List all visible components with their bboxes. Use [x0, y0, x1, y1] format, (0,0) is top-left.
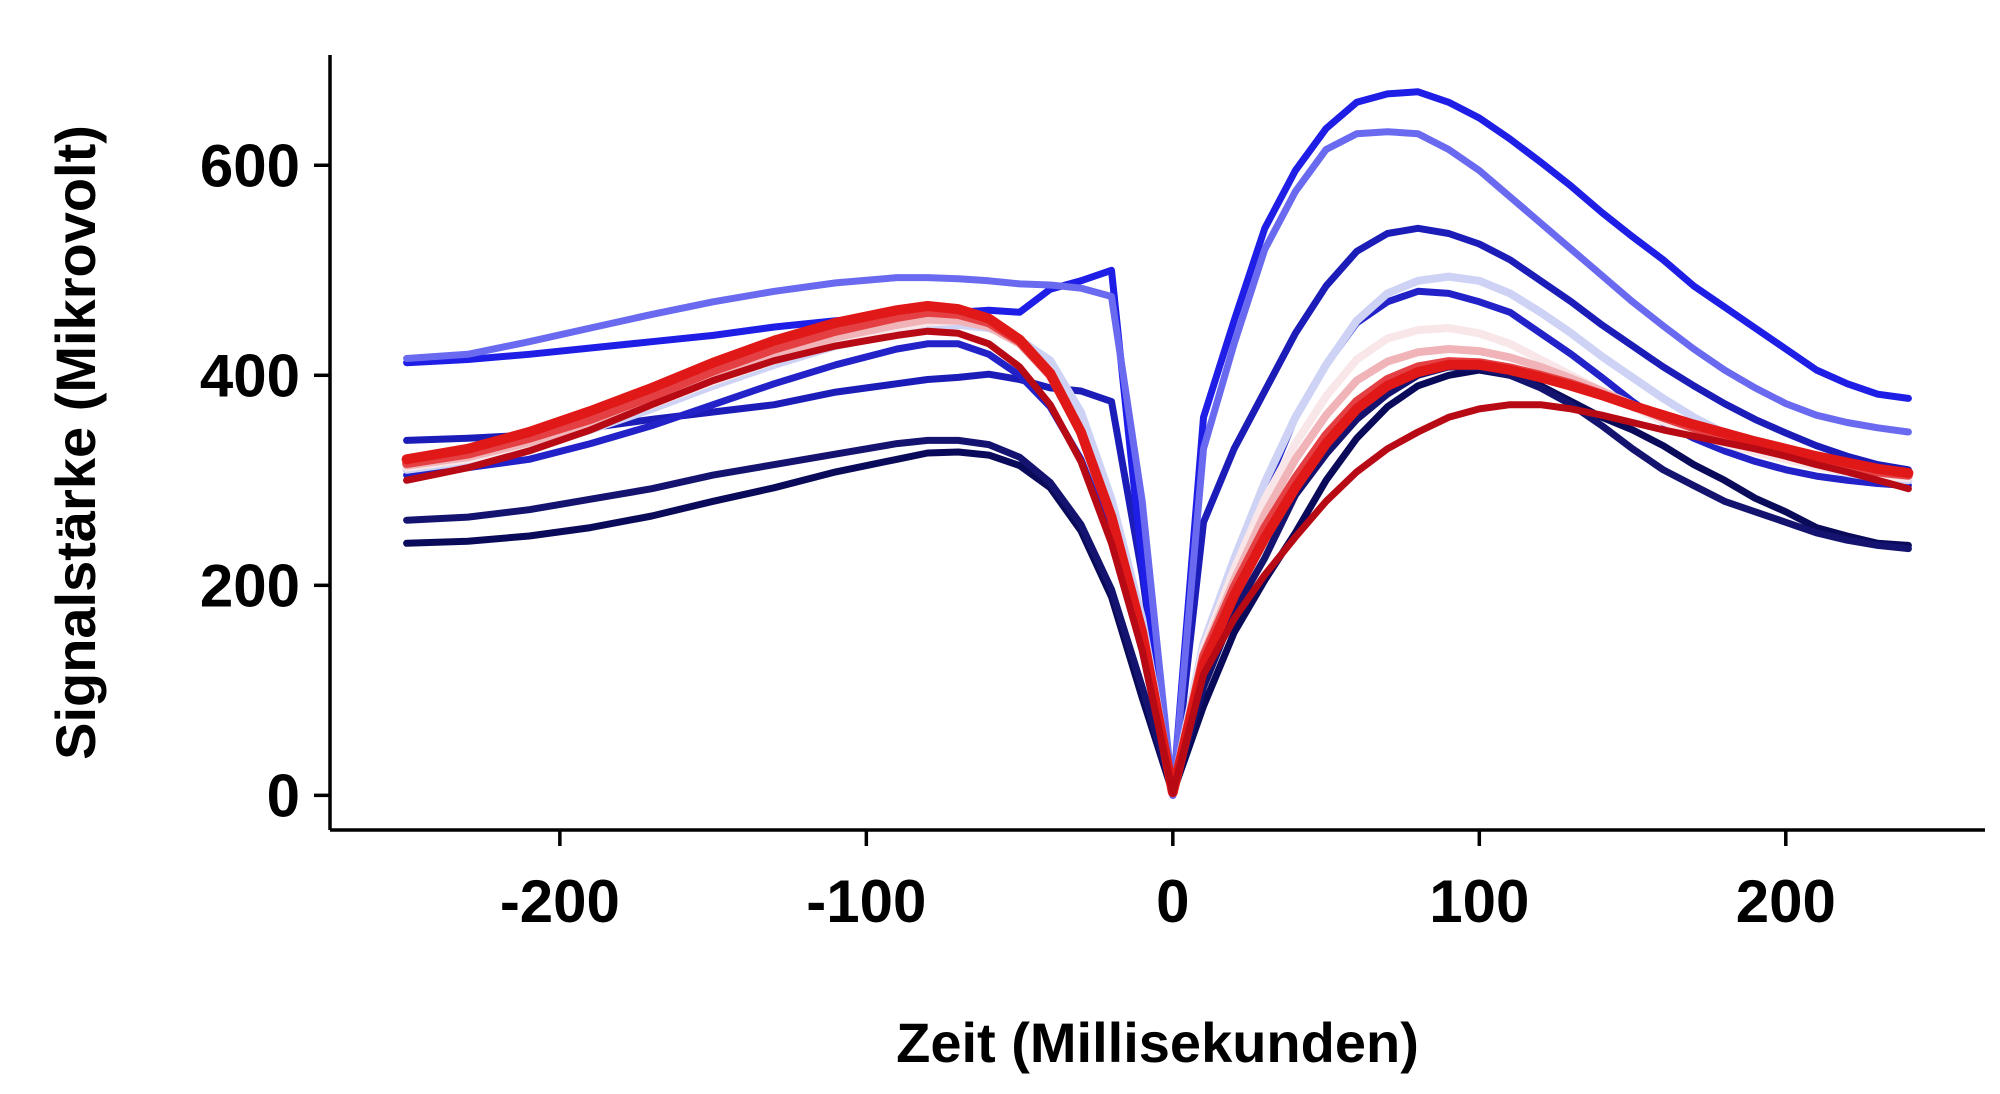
x-tick-label: -100: [806, 868, 926, 935]
y-tick-label: 400: [200, 342, 300, 409]
y-axis-ticks: 0 200 400 600: [200, 132, 330, 829]
x-tick-label: 100: [1429, 868, 1529, 935]
x-axis-title: Zeit (Millisekunden): [896, 1011, 1419, 1074]
y-tick-label: 600: [200, 132, 300, 199]
series-lines: [401, 88, 1914, 799]
series-line-11: [401, 301, 1914, 798]
y-tick-label: 200: [200, 552, 300, 619]
x-axis-ticks: -200 -100 0 100 200: [500, 830, 1836, 935]
series-line-12: [403, 327, 1912, 797]
series-line-2: [403, 363, 1912, 796]
y-axis-title: Signalstärke (Mikrovolt): [44, 125, 107, 760]
x-tick-label: 200: [1736, 868, 1836, 935]
x-tick-label: -200: [500, 868, 620, 935]
series-line-3: [403, 224, 1912, 799]
series-line-5: [403, 128, 1912, 799]
axes: [328, 55, 1985, 832]
x-tick-label: 0: [1156, 868, 1189, 935]
y-tick-label: 0: [267, 762, 300, 829]
